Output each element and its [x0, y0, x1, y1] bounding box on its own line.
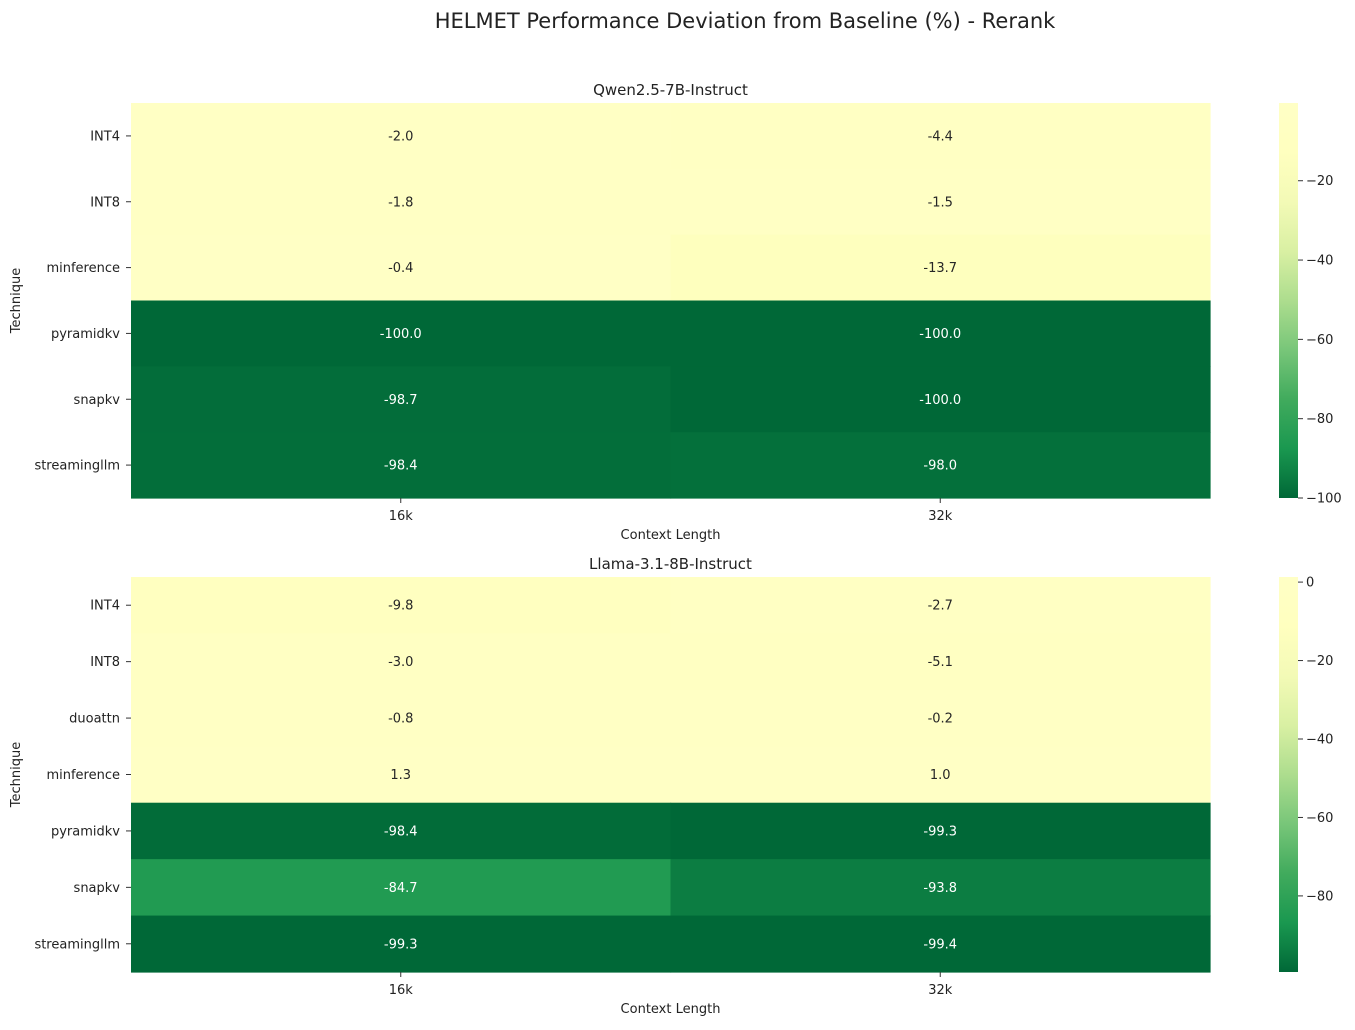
heatmap-cell	[670, 103, 1211, 170]
cell-value-label: -9.8	[388, 599, 413, 614]
cell-value-label: -100.0	[919, 393, 961, 408]
colorbar-tick-label: −80	[1306, 412, 1333, 427]
cell-value-label: -100.0	[919, 327, 961, 342]
y-tick-label: pyramidkv	[51, 327, 120, 342]
colorbar-tick-label: −100	[1306, 492, 1342, 507]
panel-title: Qwen2.5-7B-Instruct	[593, 81, 748, 99]
cell-value-label: -98.4	[384, 459, 418, 474]
cell-value-label: -99.3	[384, 937, 418, 952]
y-tick-label: minference	[46, 768, 120, 783]
heatmap-cell	[131, 103, 672, 170]
cell-value-label: -2.0	[388, 129, 413, 144]
y-tick-label: streamingllm	[34, 459, 120, 474]
heatmap-cell	[131, 802, 672, 860]
y-tick-label: snapkv	[74, 393, 121, 408]
heatmap-cell	[670, 802, 1211, 860]
heatmap-cell	[131, 577, 672, 635]
colorbar-tick-label: −40	[1306, 733, 1333, 748]
heatmap-cell	[131, 432, 672, 499]
cell-value-label: -99.4	[923, 937, 957, 952]
colorbar-tick-label: −20	[1306, 174, 1333, 189]
cell-value-label: 1.3	[390, 768, 411, 783]
y-tick-label: INT4	[90, 599, 120, 614]
panel-title: Llama-3.1-8B-Instruct	[589, 555, 752, 573]
cell-value-label: -1.5	[928, 195, 953, 210]
y-tick-label: streamingllm	[34, 937, 120, 952]
y-tick-label: INT8	[90, 195, 120, 210]
y-tick-label: INT4	[90, 129, 120, 144]
cell-value-label: -0.2	[928, 712, 953, 727]
y-tick-label: INT8	[90, 655, 120, 670]
x-tick-label: 32k	[928, 509, 953, 524]
colorbar-tick-label: −80	[1306, 889, 1333, 904]
heatmap-cell	[670, 577, 1211, 635]
y-axis-label: Technique	[9, 742, 24, 808]
x-tick-label: 16k	[389, 983, 414, 998]
heatmap-cell	[131, 746, 672, 804]
heatmap-cell	[670, 366, 1211, 433]
heatmap-cell	[131, 859, 672, 917]
cell-value-label: -84.7	[384, 881, 418, 896]
heatmap-cell	[131, 300, 672, 367]
heatmap-cell	[131, 234, 672, 302]
cell-value-label: -0.8	[388, 712, 413, 727]
heatmap-panel-1: Qwen2.5-7B-Instruct -2.0 -4.4 -1.8 -1.5 -0.4 -…	[9, 81, 1342, 543]
cell-value-label: -98.7	[384, 393, 418, 408]
heatmap-cell	[131, 915, 672, 973]
heatmap-cell	[131, 689, 672, 747]
y-tick-label: pyramidkv	[51, 824, 120, 839]
colorbar-tick-label: −40	[1306, 254, 1333, 269]
heatmap-cell	[131, 366, 672, 433]
cell-value-label: -4.4	[928, 129, 953, 144]
cell-value-label: 1.0	[930, 768, 951, 783]
cell-value-label: -13.7	[923, 261, 957, 276]
y-tick-label: duoattn	[69, 712, 120, 727]
colorbar-tick-label: 0	[1306, 576, 1314, 591]
heatmap-cell	[131, 633, 672, 691]
cell-value-label: -98.0	[923, 459, 957, 474]
heatmap-cell	[670, 915, 1211, 973]
heatmap-panel-2: Llama-3.1-8B-Instruct -9.8 -2.7 -3.0 -5.1 -0.…	[9, 555, 1333, 1017]
colorbar-tick-label: −20	[1306, 654, 1333, 669]
x-tick-label: 32k	[928, 983, 953, 998]
cell-value-label: -93.8	[923, 881, 957, 896]
cell-value-label: -5.1	[928, 655, 953, 670]
colorbar	[1279, 103, 1298, 498]
heatmap-cell	[670, 859, 1211, 917]
heatmap-cell	[670, 689, 1211, 747]
heatmap-cell	[670, 432, 1211, 499]
colorbar-tick-label: −60	[1306, 811, 1333, 826]
y-axis-label: Technique	[9, 268, 24, 334]
cell-value-label: -0.4	[388, 261, 413, 276]
y-tick-label: minference	[46, 261, 120, 276]
x-axis-label: Context Length	[621, 1002, 721, 1017]
heatmap-cell	[670, 746, 1211, 804]
heatmap-cell	[670, 168, 1211, 236]
heatmap-cell	[131, 168, 672, 236]
cell-value-label: -99.3	[923, 824, 957, 839]
cell-value-label: -2.7	[928, 599, 953, 614]
cell-value-label: -98.4	[384, 824, 418, 839]
colorbar-tick-label: −60	[1306, 333, 1333, 348]
colorbar	[1279, 577, 1298, 972]
x-axis-label: Context Length	[621, 528, 721, 543]
figure-title: HELMET Performance Deviation from Baseli…	[435, 9, 1056, 33]
heatmap-cell	[670, 300, 1211, 367]
y-tick-label: snapkv	[74, 881, 121, 896]
cell-value-label: -3.0	[388, 655, 413, 670]
heatmap-cell	[670, 234, 1211, 302]
cell-value-label: -1.8	[388, 195, 413, 210]
x-tick-label: 16k	[389, 509, 414, 524]
cell-value-label: -100.0	[380, 327, 422, 342]
heatmap-cell	[670, 633, 1211, 691]
